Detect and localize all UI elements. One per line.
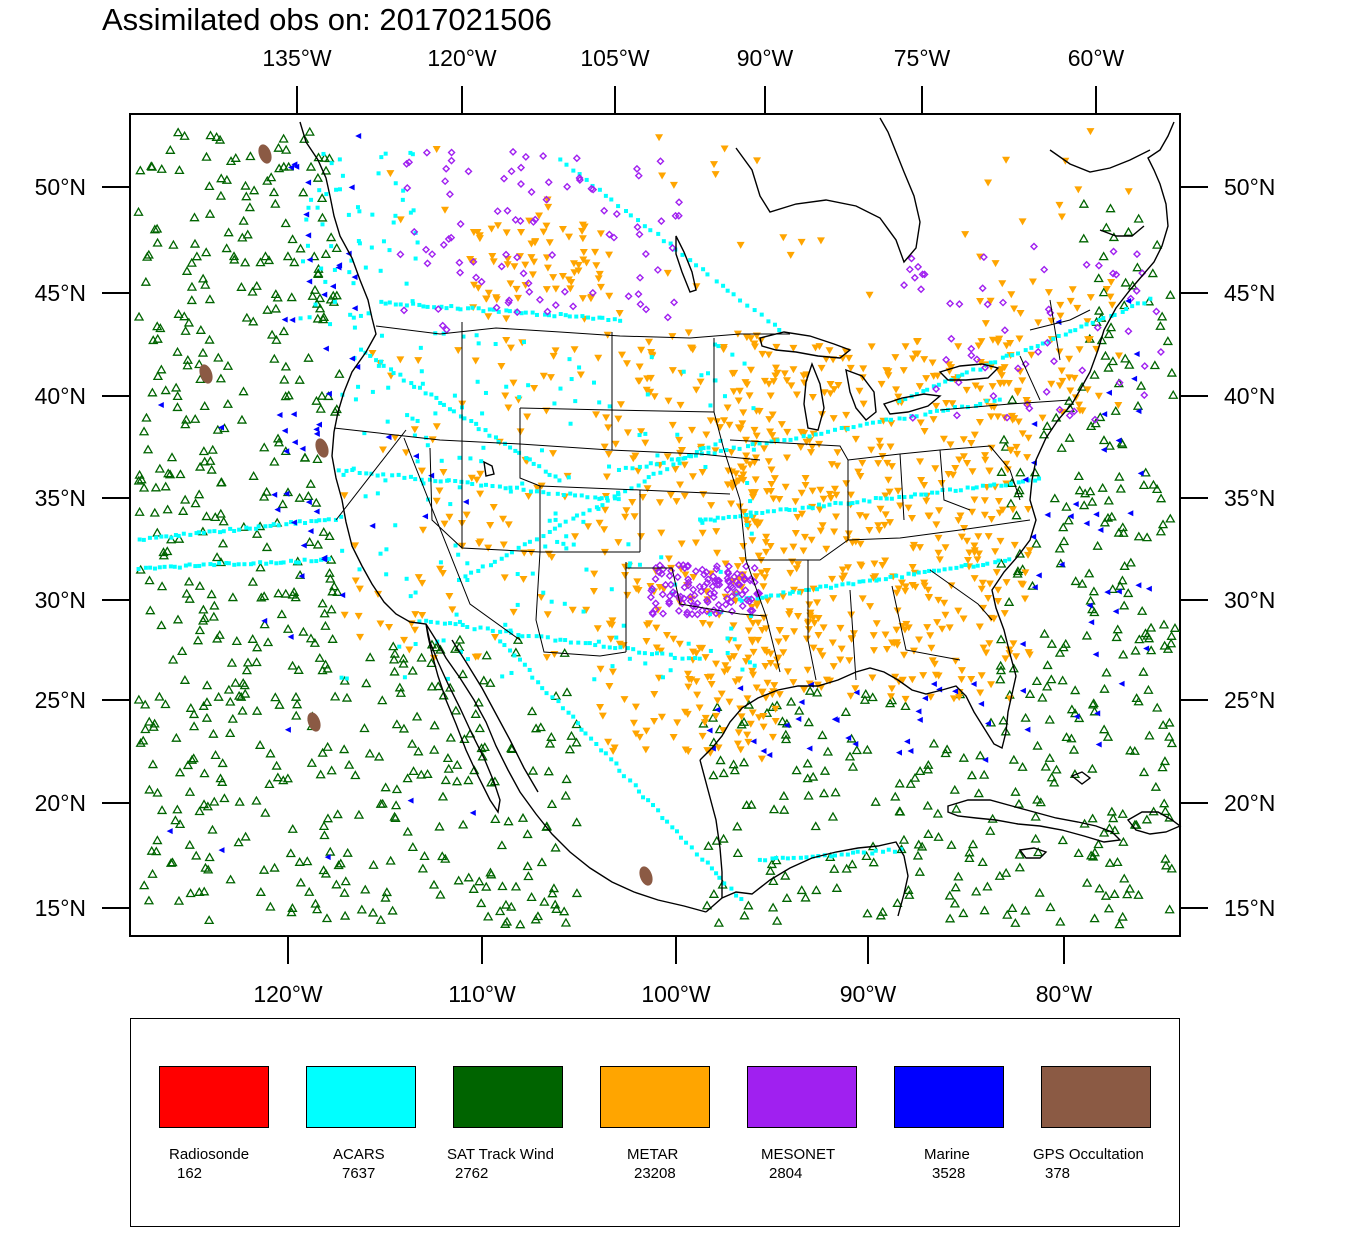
legend-count: 162 (177, 1165, 203, 1182)
legend-label: Marine (924, 1146, 970, 1163)
legend-item: Marine 3528 (894, 1019, 1044, 1219)
lat-label-right: 45°N (1224, 280, 1275, 306)
map-title: Assimilated obs on: 2017021506 (102, 2, 552, 37)
legend: Radiosonde 162 ACARS 7637 SAT Track Wind 2762… (130, 1018, 1180, 1227)
lat-label-right: 35°N (1224, 485, 1275, 511)
legend-label: GPS Occultation (1033, 1146, 1144, 1163)
bottom-axis-label: 120°W (253, 981, 323, 1007)
legend-item: GPS Occultation 378 (1033, 1019, 1191, 1219)
bottom-axis-label: 90°W (840, 981, 897, 1007)
lat-label-right: 40°N (1224, 383, 1275, 409)
bottom-axis-label: 110°W (448, 981, 516, 1007)
legend-item: MESONET 2804 (747, 1019, 897, 1219)
legend-swatch (306, 1066, 416, 1128)
legend-count: 3528 (932, 1165, 966, 1182)
legend-swatch (747, 1066, 857, 1128)
legend-label: Radiosonde (169, 1146, 250, 1163)
legend-label: SAT Track Wind (447, 1146, 554, 1163)
legend-count: 2762 (455, 1165, 489, 1182)
lat-label-right: 15°N (1224, 895, 1275, 921)
bottom-axis-label: 100°W (641, 981, 711, 1007)
legend-count: 23208 (634, 1165, 676, 1182)
bottom-axis-label: 80°W (1036, 981, 1093, 1007)
legend-item: ACARS 7637 (306, 1019, 456, 1219)
legend-count: 378 (1045, 1165, 1071, 1182)
legend-label: MESONET (761, 1146, 836, 1163)
lat-label-left: 20°N (35, 790, 86, 816)
lat-label-left: 30°N (35, 587, 86, 613)
legend-item: Radiosonde 162 (159, 1019, 309, 1219)
lat-label-left: 35°N (35, 485, 86, 511)
lat-label-left: 50°N (35, 174, 86, 200)
lat-label-right: 30°N (1224, 587, 1275, 613)
lat-label-left: 45°N (35, 280, 86, 306)
lat-label-right: 50°N (1224, 174, 1275, 200)
top-axis-label: 90°W (737, 45, 794, 71)
top-axis-label: 60°W (1068, 45, 1125, 71)
legend-label: ACARS (333, 1146, 385, 1163)
legend-label: METAR (627, 1146, 679, 1163)
top-axis-label: 135°W (262, 45, 332, 71)
coastlines (299, 117, 1182, 917)
observation-points (133, 126, 1181, 929)
top-axis-label: 120°W (427, 45, 497, 71)
lat-label-left: 15°N (35, 895, 86, 921)
legend-swatch (453, 1066, 563, 1128)
top-axis-label: 105°W (580, 45, 650, 71)
axis-labels: 135°W 120°W 105°W 90°W 75°W 60°W 120°W 110°W 100… (35, 45, 1276, 1007)
state-boundaries (333, 299, 1091, 681)
lat-label-left: 40°N (35, 383, 86, 409)
legend-swatch (600, 1066, 710, 1128)
observation-map: 135°W 120°W 105°W 90°W 75°W 60°W 120°W 110°W 100… (35, 45, 1276, 1007)
legend-swatch (894, 1066, 1004, 1128)
legend-count: 7637 (342, 1165, 376, 1182)
legend-item: METAR 23208 (600, 1019, 750, 1219)
legend-count: 2804 (769, 1165, 803, 1182)
lat-label-right: 20°N (1224, 790, 1275, 816)
axis-ticks (102, 86, 1208, 964)
top-axis-label: 75°W (894, 45, 951, 71)
lat-label-right: 25°N (1224, 687, 1275, 713)
legend-swatch (1041, 1066, 1151, 1128)
legend-item: SAT Track Wind 2762 (447, 1019, 603, 1219)
lat-label-left: 25°N (35, 687, 86, 713)
legend-swatch (159, 1066, 269, 1128)
